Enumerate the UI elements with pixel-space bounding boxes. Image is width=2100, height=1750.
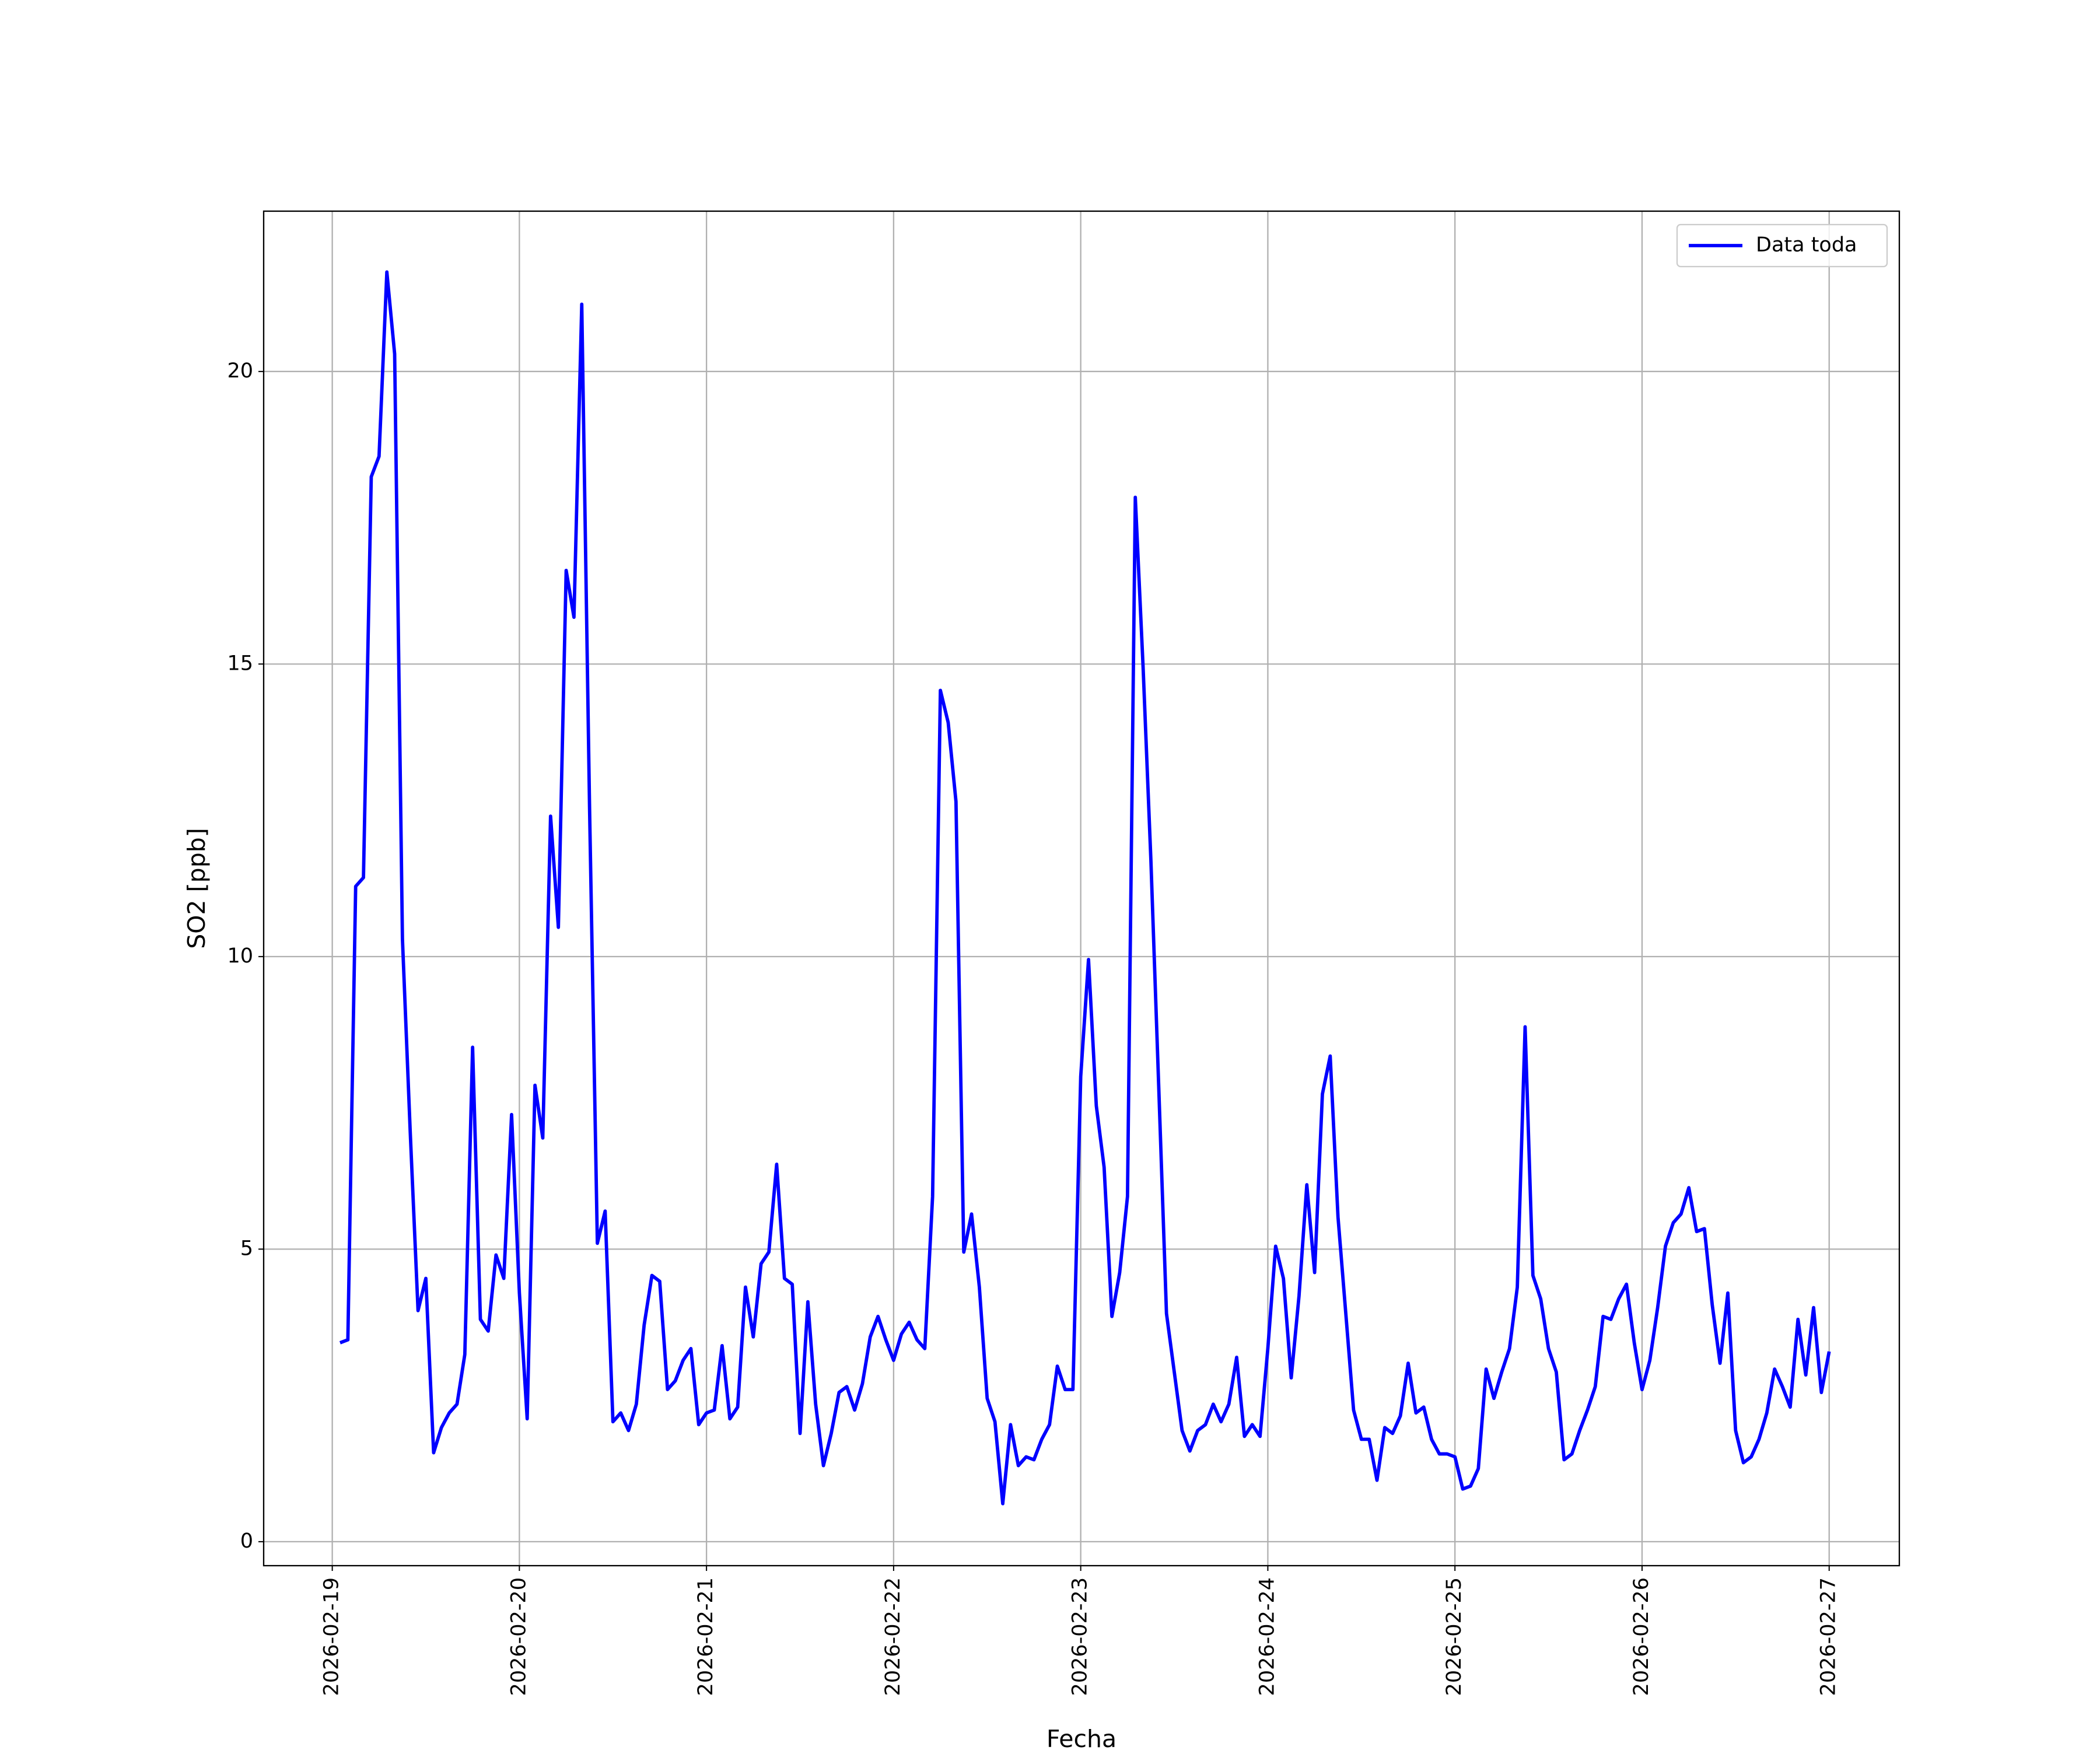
y-tick-label: 0 [240,1530,253,1553]
data-line [339,270,1831,1506]
x-tick-label: 2026-02-26 [1630,1577,1653,1696]
x-tick-label: 2026-02-27 [1817,1577,1840,1696]
y-tick-label: 15 [227,652,253,675]
x-tick-label: 2026-02-24 [1255,1577,1279,1696]
y-tick-label: 10 [227,944,253,968]
y-tick-label: 5 [240,1237,253,1260]
y-tick-label: 20 [227,359,253,383]
x-tick-label: 2026-02-19 [320,1577,344,1696]
x-tick-label: 2026-02-23 [1069,1577,1092,1696]
legend-box [1676,223,1888,268]
y-axis-label: SO2 [ppb] [183,828,211,949]
legend-label: Data toda [1756,233,1857,257]
x-tick-label: 2026-02-22 [881,1577,905,1696]
x-tick-label: 2026-02-21 [694,1577,718,1696]
x-tick-label: 2026-02-20 [507,1577,530,1696]
plot-frame [262,210,1901,1567]
x-tick-label: 2026-02-25 [1443,1577,1466,1696]
x-axis-label: Fecha [1046,1725,1116,1750]
